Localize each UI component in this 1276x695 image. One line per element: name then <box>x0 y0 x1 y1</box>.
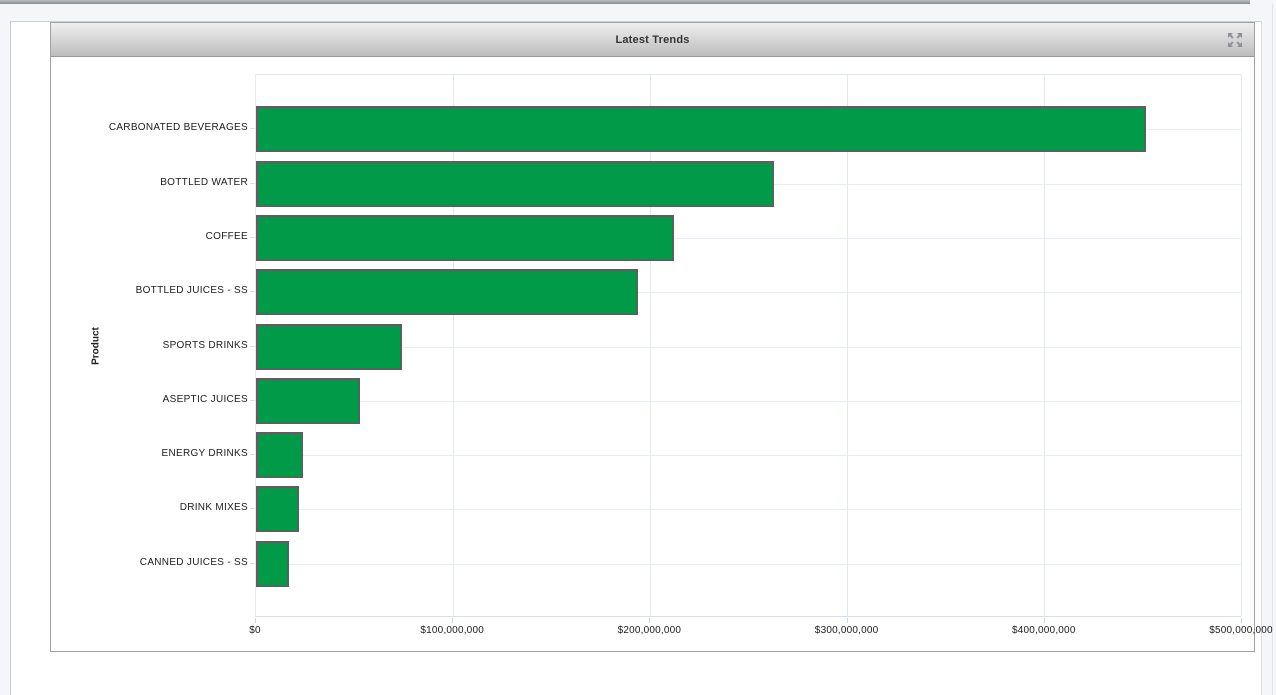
bar-aseptic-juices[interactable] <box>256 377 361 424</box>
x-axis-tick <box>452 618 454 623</box>
widget-title: Latest Trends <box>615 33 690 46</box>
content-panel: Latest Trends Product $0 $100,000,000 $200… <box>10 21 1273 695</box>
window-top-edge <box>0 0 1250 4</box>
y-axis-tick <box>250 128 255 130</box>
x-gridline <box>847 75 848 616</box>
widget-titlebar: Latest Trends <box>51 23 1254 57</box>
bar-sports-drinks[interactable] <box>256 323 402 370</box>
category-label: CANNED JUICES - SS <box>139 556 248 568</box>
plot-area <box>255 74 1242 617</box>
y-axis-tick <box>250 454 255 456</box>
bar-canned-juices-ss[interactable] <box>256 540 290 587</box>
bar-bottled-juices-ss[interactable] <box>256 269 639 316</box>
y-gridline <box>256 237 1241 239</box>
x-gridline <box>1044 75 1045 616</box>
x-tick-label: $200,000,000 <box>617 625 682 636</box>
x-tick-label: $0 <box>249 625 261 636</box>
category-label: DRINK MIXES <box>179 502 248 514</box>
chart-area: Product $0 $100,000,000 $200,000,000 $300,0… <box>51 57 1273 651</box>
latest-trends-widget: Latest Trends Product $0 $100,000,000 $200… <box>50 22 1273 652</box>
x-gridline <box>453 75 454 616</box>
x-tick-label: $100,000,000 <box>420 625 484 636</box>
y-axis-tick <box>250 291 255 293</box>
y-axis-tick <box>250 562 255 564</box>
expand-button[interactable] <box>1226 31 1244 49</box>
bar-carbonated-beverages[interactable] <box>256 106 1147 153</box>
y-gridline <box>256 292 1241 294</box>
x-axis-tick <box>846 618 848 623</box>
x-axis-tick <box>1241 618 1242 623</box>
category-label: BOTTLED JUICES - SS <box>135 285 248 297</box>
y-axis-tick <box>250 399 255 401</box>
bar-bottled-water[interactable] <box>256 160 775 207</box>
category-label: COFFEE <box>205 230 248 242</box>
y-axis-tick <box>250 182 255 184</box>
category-label: ENERGY DRINKS <box>161 448 248 460</box>
x-axis-tick <box>1043 618 1045 623</box>
y-gridline <box>256 346 1241 348</box>
y-gridline <box>256 400 1241 402</box>
y-gridline <box>256 455 1241 457</box>
scrollbar-track[interactable] <box>1272 4 1273 695</box>
x-axis-tick <box>255 618 256 623</box>
y-gridline <box>256 563 1241 565</box>
category-label: BOTTLED WATER <box>160 176 248 188</box>
x-tick-label: $300,000,000 <box>814 625 879 636</box>
bar-energy-drinks[interactable] <box>256 432 304 479</box>
expand-icon <box>1228 33 1242 47</box>
y-axis-tick <box>250 236 255 238</box>
x-gridline <box>650 75 651 616</box>
y-axis-tick <box>250 345 255 347</box>
x-tick-label: $500,000,000 <box>1209 625 1273 636</box>
bar-drink-mixes[interactable] <box>256 486 300 533</box>
x-tick-label: $400,000,000 <box>1012 625 1076 636</box>
x-gridline <box>1241 75 1242 616</box>
category-label: SPORTS DRINKS <box>162 339 248 351</box>
category-label: CARBONATED BEVERAGES <box>108 122 248 134</box>
x-axis-tick <box>649 618 651 623</box>
bar-coffee[interactable] <box>256 214 674 261</box>
y-gridline <box>256 509 1241 511</box>
category-label: ASEPTIC JUICES <box>162 393 248 405</box>
y-axis-tick <box>250 508 255 510</box>
